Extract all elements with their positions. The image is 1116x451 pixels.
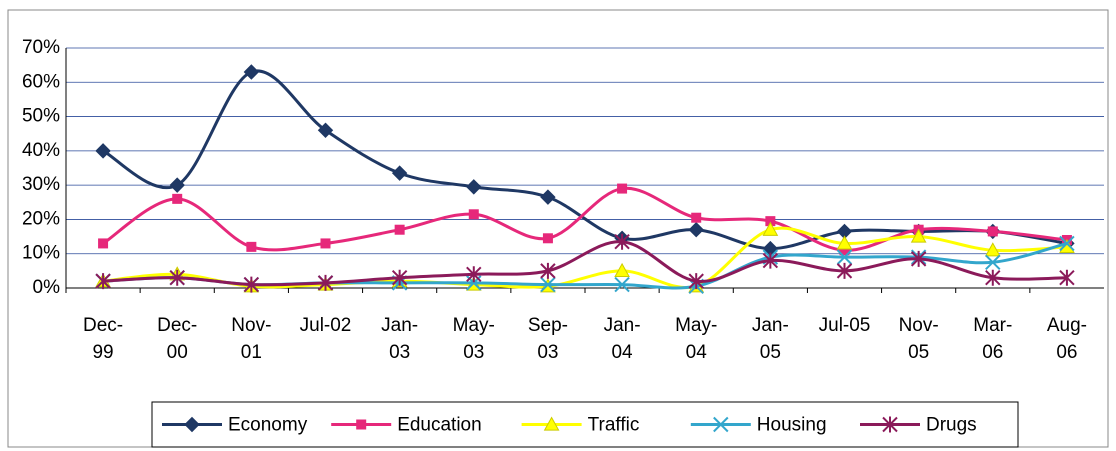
y-tick-label: 30% bbox=[22, 174, 60, 195]
marker bbox=[1059, 269, 1075, 286]
marker bbox=[169, 177, 185, 193]
marker bbox=[184, 416, 200, 433]
legend-label: Housing bbox=[757, 415, 827, 436]
legend-label: Education bbox=[397, 415, 482, 436]
marker bbox=[688, 273, 704, 290]
y-tick-label: 10% bbox=[22, 243, 60, 264]
marker bbox=[542, 233, 553, 244]
marker bbox=[688, 222, 704, 238]
marker bbox=[985, 254, 1001, 270]
x-tick-label: Jul-02 bbox=[299, 315, 352, 336]
y-tick-label: 40% bbox=[22, 140, 60, 161]
marker bbox=[391, 269, 408, 286]
y-tick-label: 70% bbox=[22, 37, 60, 58]
marker bbox=[317, 274, 334, 291]
marker bbox=[243, 64, 260, 80]
series-line bbox=[102, 69, 1068, 251]
x-tick-label: Jan-03 bbox=[381, 315, 419, 363]
marker bbox=[320, 238, 331, 249]
marker bbox=[910, 250, 927, 267]
marker bbox=[172, 193, 183, 204]
x-tick-label: Dec-00 bbox=[157, 315, 198, 363]
x-tick-label: Mar-06 bbox=[973, 315, 1013, 363]
marker bbox=[910, 228, 927, 243]
marker bbox=[836, 249, 853, 265]
y-tick-label: 60% bbox=[22, 71, 60, 92]
marker bbox=[985, 269, 1001, 286]
marker bbox=[540, 262, 556, 279]
marker bbox=[466, 266, 482, 283]
marker bbox=[356, 419, 367, 430]
x-tick-label: May-03 bbox=[452, 315, 495, 363]
marker bbox=[540, 276, 556, 293]
series-line bbox=[103, 240, 1067, 287]
series bbox=[95, 64, 1075, 257]
marker bbox=[614, 276, 630, 293]
marker bbox=[540, 189, 556, 205]
marker bbox=[246, 241, 257, 252]
legend-label: Traffic bbox=[588, 415, 640, 436]
marker bbox=[95, 273, 111, 290]
marker bbox=[836, 262, 853, 279]
x-tick-label: Sep-03 bbox=[527, 315, 568, 363]
y-tick-label: 50% bbox=[22, 106, 60, 127]
marker bbox=[691, 212, 702, 223]
marker bbox=[243, 276, 260, 293]
series-line bbox=[102, 226, 1067, 290]
x-tick-label: Dec-99 bbox=[83, 315, 124, 363]
marker bbox=[394, 224, 405, 235]
series bbox=[95, 233, 1075, 293]
marker bbox=[169, 269, 185, 286]
marker bbox=[614, 233, 630, 250]
marker bbox=[762, 221, 779, 236]
marker bbox=[466, 179, 482, 195]
x-tick-label: Jul-05 bbox=[818, 315, 871, 336]
marker bbox=[468, 209, 479, 220]
y-tick-label: 0% bbox=[33, 277, 61, 298]
x-tick-label: Nov-05 bbox=[898, 315, 939, 363]
marker bbox=[98, 238, 109, 249]
legend-label: Drugs bbox=[926, 415, 977, 436]
x-tick-label: Aug-06 bbox=[1046, 315, 1087, 363]
marker bbox=[391, 165, 408, 181]
marker bbox=[762, 252, 779, 269]
marker bbox=[984, 242, 1001, 257]
marker bbox=[1059, 235, 1075, 252]
marker bbox=[987, 226, 998, 237]
legend: Economy Education Traffic Housing Drugs bbox=[151, 401, 1019, 448]
marker bbox=[839, 245, 850, 256]
marker bbox=[617, 183, 628, 194]
y-tick-label: 20% bbox=[22, 208, 60, 229]
marker bbox=[836, 235, 853, 250]
marker bbox=[882, 416, 898, 433]
marker bbox=[543, 416, 560, 431]
marker bbox=[95, 143, 111, 159]
marker bbox=[713, 416, 729, 433]
legend-label: Economy bbox=[228, 415, 308, 436]
marker bbox=[317, 122, 334, 138]
x-tick-label: Nov-01 bbox=[231, 315, 272, 363]
x-tick-label: Jan-04 bbox=[603, 315, 641, 363]
marker bbox=[765, 216, 776, 227]
x-tick-label: May-04 bbox=[675, 315, 718, 363]
x-tick-label: Jan-05 bbox=[751, 315, 789, 363]
marker bbox=[614, 262, 630, 277]
